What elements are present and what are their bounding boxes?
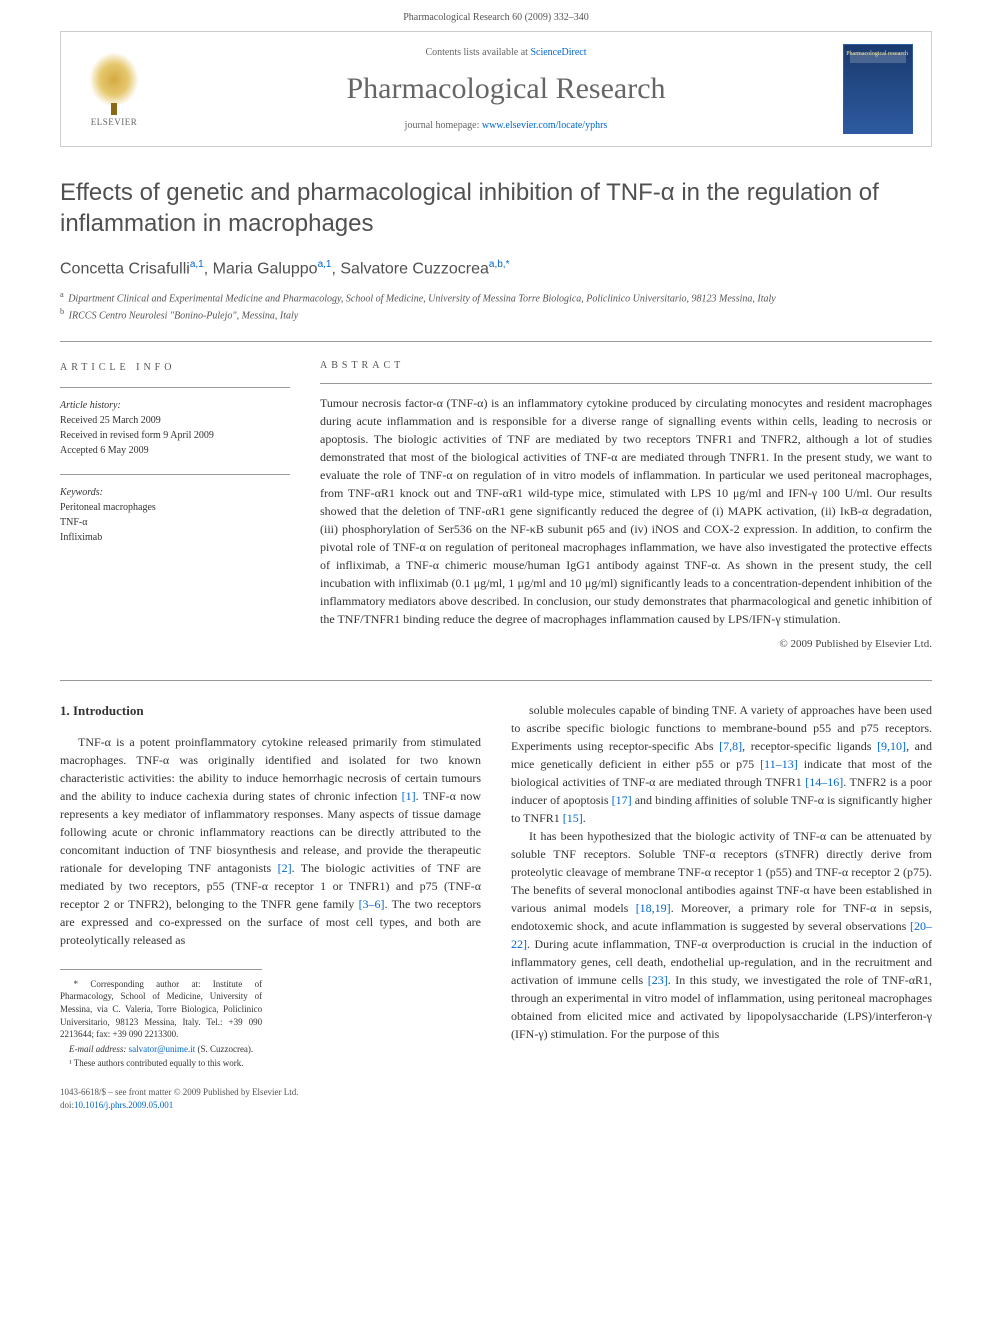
doi-prefix: doi: (60, 1100, 74, 1110)
homepage-prefix: journal homepage: (405, 120, 482, 131)
doi-link[interactable]: 10.1016/j.phrs.2009.05.001 (74, 1100, 173, 1110)
intro-para-1: TNF-α is a potent proinflammatory cytoki… (60, 733, 481, 949)
ref-link[interactable]: [7,8] (719, 739, 742, 753)
page-footer: 1043-6618/$ – see front matter © 2009 Pu… (0, 1072, 992, 1131)
intro-para-3: It has been hypothesized that the biolog… (511, 827, 932, 1043)
affiliation-a: a Dipartment Clinical and Experimental M… (60, 289, 932, 306)
history-label: Article history: (60, 398, 290, 413)
keyword-0: Peritoneal macrophages (60, 500, 290, 515)
ref-link[interactable]: [17] (612, 793, 632, 807)
authors-list: Concetta Crisafullia,1, Maria Galuppoa,1… (60, 259, 932, 278)
abstract-copyright: © 2009 Published by Elsevier Ltd. (320, 638, 932, 650)
intro-heading: 1. Introduction (60, 701, 481, 721)
journal-name: Pharmacological Research (169, 72, 843, 106)
ref-link[interactable]: [14–16] (805, 775, 843, 789)
running-header: Pharmacological Research 60 (2009) 332–3… (0, 0, 992, 31)
ref-link[interactable]: [9,10] (877, 739, 906, 753)
footer-doi: doi:10.1016/j.phrs.2009.05.001 (60, 1099, 932, 1112)
intro-para-2: soluble molecules capable of binding TNF… (511, 701, 932, 827)
footer-copyright: 1043-6618/$ – see front matter © 2009 Pu… (60, 1086, 932, 1099)
keywords-block: Keywords: Peritoneal macrophages TNF-α I… (60, 474, 290, 545)
ref-link[interactable]: [1] (402, 789, 416, 803)
ref-link[interactable]: [3–6] (359, 897, 385, 911)
email-suffix: (S. Cuzzocrea). (195, 1044, 253, 1054)
footnote-email: E-mail address: salvator@unime.it (S. Cu… (60, 1043, 262, 1056)
article-info-heading: ARTICLE INFO (60, 360, 290, 375)
footnotes: * Corresponding author at: Institute of … (60, 969, 262, 1070)
keywords-label: Keywords: (60, 485, 290, 500)
abstract-column: ABSTRACT Tumour necrosis factor-α (TNF-α… (320, 360, 932, 650)
body-columns: 1. Introduction TNF-α is a potent proinf… (60, 680, 932, 1072)
ref-link[interactable]: [15] (563, 811, 583, 825)
ref-link[interactable]: [11–13] (760, 757, 798, 771)
journal-cover-thumbnail: Pharmacological research (843, 44, 913, 134)
footnote-corresponding: * Corresponding author at: Institute of … (60, 978, 262, 1041)
journal-banner: ELSEVIER Contents lists available at Sci… (60, 31, 932, 147)
email-label: E-mail address: (69, 1044, 129, 1054)
elsevier-tree-icon (89, 52, 139, 107)
elsevier-label: ELSEVIER (91, 117, 138, 127)
homepage-line: journal homepage: www.elsevier.com/locat… (169, 120, 843, 131)
footnote-equal: ¹ These authors contributed equally to t… (60, 1057, 262, 1070)
banner-center: Contents lists available at ScienceDirec… (169, 47, 843, 131)
affiliation-b: b IRCCS Centro Neurolesi "Bonino-Pulejo"… (60, 306, 932, 323)
elsevier-logo: ELSEVIER (79, 49, 149, 129)
contents-line: Contents lists available at ScienceDirec… (169, 47, 843, 58)
history-revised: Received in revised form 9 April 2009 (60, 428, 290, 443)
ref-link[interactable]: [20–22] (511, 919, 932, 951)
column-left: 1. Introduction TNF-α is a potent proinf… (60, 701, 481, 1072)
article-history-block: Article history: Received 25 March 2009 … (60, 387, 290, 458)
homepage-link[interactable]: www.elsevier.com/locate/yphrs (482, 120, 607, 131)
affiliations: a Dipartment Clinical and Experimental M… (60, 289, 932, 324)
email-link[interactable]: salvator@unime.it (129, 1044, 196, 1054)
keyword-1: TNF-α (60, 515, 290, 530)
ref-link[interactable]: [18,19] (636, 901, 671, 915)
abstract-text: Tumour necrosis factor-α (TNF-α) is an i… (320, 394, 932, 628)
history-accepted: Accepted 6 May 2009 (60, 443, 290, 458)
abstract-heading: ABSTRACT (320, 360, 932, 371)
ref-link[interactable]: [23] (648, 973, 668, 987)
cover-text: Pharmacological research (846, 51, 908, 58)
article-title: Effects of genetic and pharmacological i… (60, 177, 932, 239)
column-right: soluble molecules capable of binding TNF… (511, 701, 932, 1072)
history-received: Received 25 March 2009 (60, 413, 290, 428)
sciencedirect-link[interactable]: ScienceDirect (530, 47, 586, 58)
contents-prefix: Contents lists available at (425, 47, 530, 58)
ref-link[interactable]: [2] (278, 861, 292, 875)
article-info-sidebar: ARTICLE INFO Article history: Received 2… (60, 360, 290, 650)
keyword-2: Infliximab (60, 530, 290, 545)
